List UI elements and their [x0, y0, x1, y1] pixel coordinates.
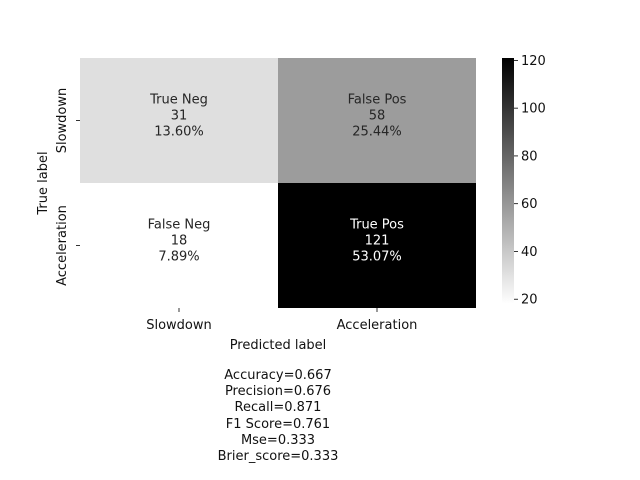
cell-annotation: 18 [171, 234, 188, 249]
x-axis-label: Predicted label [230, 338, 327, 353]
y-tick-label: Acceleration [55, 205, 70, 286]
cell-annotation: 13.60% [154, 125, 204, 140]
heatmap-cell [80, 58, 278, 183]
cell-annotation: 25.44% [352, 125, 402, 140]
metric-brier-score: Brier_score=0.333 [217, 449, 339, 465]
colorbar-tick-label: 80 [521, 149, 538, 164]
metric-f1-score: F1 Score=0.761 [225, 416, 331, 432]
colorbar-tick-label: 20 [521, 293, 538, 308]
heatmap-cell [278, 183, 476, 308]
x-tick-label: Slowdown [146, 318, 212, 333]
cell-annotation: 121 [365, 234, 390, 249]
cell-annotation: 58 [369, 109, 386, 124]
metric-recall: Recall=0.871 [234, 400, 322, 416]
heatmap-cell [80, 183, 278, 308]
metric-mse: Mse=0.333 [240, 432, 316, 448]
colorbar [502, 58, 514, 304]
metrics-summary: Accuracy=0.667 Precision=0.676 Recall=0.… [178, 368, 378, 465]
colorbar-tick-label: 60 [521, 197, 538, 212]
colorbar-tick-label: 40 [521, 245, 538, 260]
y-tick-label: Slowdown [55, 88, 70, 154]
y-axis-label: True label [36, 151, 51, 215]
heatmap-cell [278, 58, 476, 183]
cell-annotation: False Neg [148, 218, 211, 233]
x-tick-label: Acceleration [337, 318, 418, 333]
cell-annotation: 7.89% [158, 250, 199, 265]
cell-annotation: True Pos [349, 218, 404, 233]
cell-annotation: True Neg [149, 93, 208, 108]
colorbar-tick-label: 100 [521, 102, 546, 117]
colorbar-tick-label: 120 [521, 54, 546, 69]
metric-accuracy: Accuracy=0.667 [224, 368, 332, 383]
cell-annotation: 53.07% [352, 250, 402, 265]
cell-annotation: False Pos [348, 93, 407, 108]
cell-annotation: 31 [171, 109, 188, 124]
metric-precision: Precision=0.676 [224, 384, 332, 400]
